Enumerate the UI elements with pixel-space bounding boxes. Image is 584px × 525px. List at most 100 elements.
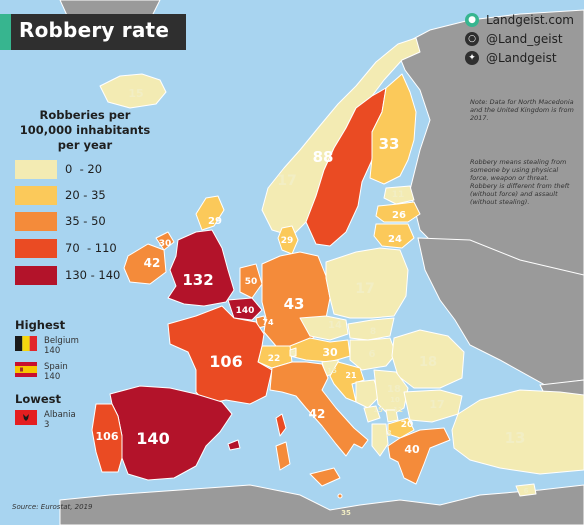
value-luxembourg: 74 [262, 318, 274, 327]
value-ireland: 42 [144, 256, 161, 270]
country-hungary [349, 337, 397, 371]
country-albania [371, 423, 389, 457]
value-poland: 17 [355, 281, 374, 297]
legend-swatch [15, 186, 57, 205]
legend-item: 0 - 20 [15, 160, 155, 179]
country-estonia [383, 185, 415, 205]
legend-title-line-2: 100,000 inhabitants [19, 123, 151, 137]
legend-label: 0 - 20 [65, 162, 103, 176]
country-finland [369, 73, 417, 185]
value-croatia: 21 [345, 371, 357, 380]
legend-swatch [15, 239, 57, 258]
legend-swatch [15, 212, 57, 231]
country-northern-ireland [155, 231, 175, 251]
page-title: Robbery rate [19, 18, 170, 42]
belarus-ukraine [417, 237, 584, 386]
map-value-labels: 15 17 88 33 11 26 24 29 29 30 42 132 50 … [96, 87, 529, 517]
country-bosnia [355, 379, 381, 409]
legend-item: 35 - 50 [15, 212, 155, 231]
legend-item: 130 - 140 [15, 266, 155, 285]
highest-entry-2: Spain 140 [44, 362, 68, 382]
value-czechia: 14 [328, 320, 342, 331]
value-cyprus: 6 [524, 487, 529, 495]
value-hungary: 6 [369, 349, 376, 360]
country-ireland [123, 243, 167, 285]
brand-instagram-row: ○ @Land_geist [465, 29, 574, 48]
highest-country-1: Belgium [44, 336, 79, 346]
value-spain: 140 [136, 429, 169, 448]
value-romania: 18 [419, 355, 437, 370]
legend-label: 35 - 50 [65, 214, 106, 228]
country-sardinia [275, 441, 291, 471]
country-corsica [275, 413, 287, 437]
highest-value-2: 140 [44, 372, 61, 382]
value-denmark: 29 [281, 236, 294, 246]
country-montenegro [363, 405, 381, 423]
country-czechia [299, 315, 349, 341]
country-portugal [91, 403, 123, 473]
country-serbia [373, 369, 409, 417]
country-north-macedonia [387, 417, 415, 439]
country-scotland [195, 195, 225, 231]
value-estonia: 11 [392, 190, 405, 200]
value-slovenia: 15 [327, 367, 337, 375]
value-italy: 42 [309, 407, 326, 421]
country-greece [387, 427, 451, 485]
value-lithuania: 24 [388, 234, 402, 245]
country-italy [269, 361, 369, 457]
legend-item: 70 - 110 [15, 239, 155, 258]
country-lithuania [373, 223, 415, 249]
globe-icon: ● [465, 12, 479, 27]
belgium-flag-icon [15, 336, 37, 351]
value-norway: 17 [277, 173, 296, 189]
brand-twitter-row: ✦ @Landgeist [465, 48, 574, 67]
country-balearic [227, 439, 241, 451]
highest-heading: Highest [15, 318, 66, 332]
legend-label: 70 - 110 [65, 241, 117, 255]
legend-title-line-3: per year [57, 138, 113, 152]
highest-country-2: Spain [44, 362, 68, 372]
country-france [167, 305, 273, 405]
value-france: 106 [209, 352, 242, 371]
value-serbia: 18 [387, 384, 401, 395]
instagram-icon: ○ [465, 31, 479, 46]
twitter-icon: ✦ [465, 50, 479, 65]
countries [91, 37, 584, 499]
legend-label: 20 - 35 [65, 188, 106, 202]
country-slovakia [347, 317, 395, 341]
value-portugal: 106 [96, 430, 119, 443]
legend-item: 20 - 35 [15, 186, 155, 205]
north-africa [59, 484, 584, 525]
value-sweden: 88 [313, 148, 334, 166]
lowest-value-1: 3 [44, 420, 50, 430]
value-turkey: 13 [505, 429, 526, 447]
legend-title-line-1: Robberies per [39, 108, 131, 122]
value-bulgaria: 17 [429, 398, 444, 411]
lowest-heading: Lowest [15, 392, 61, 406]
value-kosovo: 10 [390, 396, 400, 404]
value-switzerland: 22 [268, 354, 281, 364]
legend-swatch [15, 266, 57, 285]
country-romania [391, 329, 465, 389]
legend-swatch [15, 160, 57, 179]
brand-site-row: ● Landgeist.com [465, 10, 574, 29]
country-poland [325, 247, 409, 319]
value-austria: 30 [322, 346, 338, 359]
country-cyprus [515, 483, 537, 497]
value-north-macedonia: 20 [401, 420, 414, 430]
highest-entry-1: Belgium 140 [44, 336, 79, 356]
country-kosovo [385, 409, 399, 423]
title-accent [0, 14, 11, 50]
value-scotland: 29 [208, 216, 222, 227]
value-greece: 40 [404, 443, 420, 456]
legend-title: Robberies per 100,000 inhabitants per ye… [12, 108, 158, 153]
value-malta: 35 [341, 509, 351, 517]
country-sicily [309, 467, 341, 487]
country-malta [337, 493, 343, 499]
branding: ● Landgeist.com ○ @Land_geist ✦ @Landgei… [465, 10, 574, 67]
highest-value-1: 140 [44, 346, 61, 356]
brand-site: Landgeist.com [486, 12, 574, 27]
value-netherlands: 50 [245, 277, 258, 287]
country-netherlands [239, 263, 263, 299]
